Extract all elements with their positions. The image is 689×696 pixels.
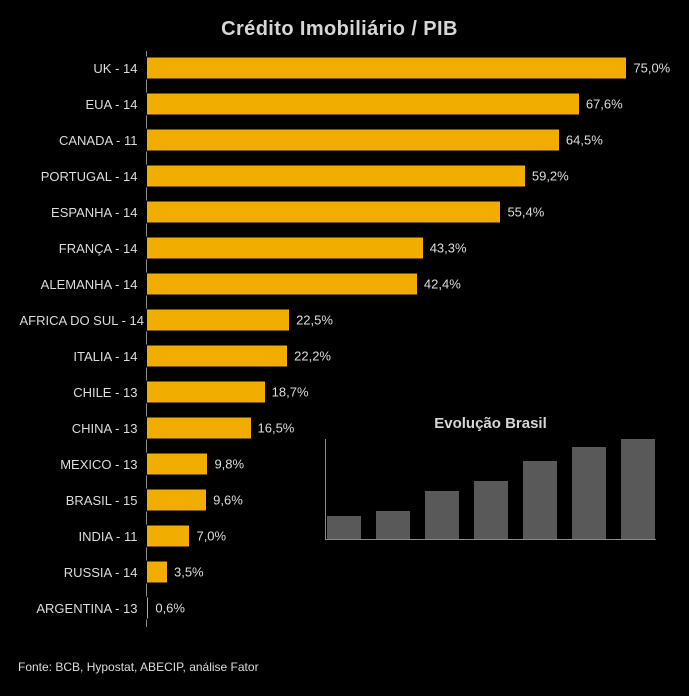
bar-row: AFRICA DO SUL - 14 22,5% bbox=[20, 303, 660, 337]
value-label: 3,5% bbox=[174, 565, 204, 580]
bar-row: CANADA - 11 64,5% bbox=[20, 123, 660, 157]
bar bbox=[146, 273, 418, 296]
value-label: 75,0% bbox=[633, 61, 670, 76]
bar bbox=[146, 453, 209, 476]
category-label: RUSSIA - 14 bbox=[20, 565, 146, 580]
category-label: ARGENTINA - 13 bbox=[20, 601, 146, 616]
value-label: 22,5% bbox=[296, 313, 333, 328]
bar-plot-cell: 7,0% bbox=[146, 519, 660, 553]
bar-plot-cell: 16,5% bbox=[146, 411, 660, 445]
bar-plot-cell: 59,2% bbox=[146, 159, 660, 193]
value-label: 67,6% bbox=[586, 97, 623, 112]
bar-row: PORTUGAL - 14 59,2% bbox=[20, 159, 660, 193]
value-label: 55,4% bbox=[507, 205, 544, 220]
value-label: 9,8% bbox=[214, 457, 244, 472]
bar-row: RUSSIA - 14 3,5% bbox=[20, 555, 660, 589]
category-label: CANADA - 11 bbox=[20, 133, 146, 148]
bar-row: MEXICO - 13 9,8% bbox=[20, 447, 660, 481]
bar-plot-cell: 22,2% bbox=[146, 339, 660, 373]
value-label: 22,2% bbox=[294, 349, 331, 364]
category-label: EUA - 14 bbox=[20, 97, 146, 112]
value-label: 0,6% bbox=[155, 601, 185, 616]
category-label: INDIA - 11 bbox=[20, 529, 146, 544]
bar-plot-cell: 0,6% bbox=[146, 591, 660, 625]
bar-row: FRANÇA - 14 43,3% bbox=[20, 231, 660, 265]
bar-row: ARGENTINA - 13 0,6% bbox=[20, 591, 660, 625]
bar bbox=[146, 201, 502, 224]
category-label: UK - 14 bbox=[20, 61, 146, 76]
bar-plot-cell: 55,4% bbox=[146, 195, 660, 229]
bar bbox=[146, 309, 291, 332]
category-label: PORTUGAL - 14 bbox=[20, 169, 146, 184]
category-label: ALEMANHA - 14 bbox=[20, 277, 146, 292]
category-label: AFRICA DO SUL - 14 bbox=[20, 313, 146, 328]
bar-plot-cell: 64,5% bbox=[146, 123, 660, 157]
bar-row: CHILE - 13 18,7% bbox=[20, 375, 660, 409]
bar-row: ALEMANHA - 14 42,4% bbox=[20, 267, 660, 301]
category-label: ITALIA - 14 bbox=[20, 349, 146, 364]
value-label: 7,0% bbox=[196, 529, 226, 544]
bar-row: ESPANHA - 14 55,4% bbox=[20, 195, 660, 229]
bar bbox=[146, 381, 266, 404]
category-label: FRANÇA - 14 bbox=[20, 241, 146, 256]
bar-plot-cell: 42,4% bbox=[146, 267, 660, 301]
bar-plot-cell: 3,5% bbox=[146, 555, 660, 589]
source-footnote: Fonte: BCB, Hypostat, ABECIP, análise Fa… bbox=[18, 660, 259, 674]
value-label: 42,4% bbox=[424, 277, 461, 292]
value-label: 9,6% bbox=[213, 493, 243, 508]
category-label: MEXICO - 13 bbox=[20, 457, 146, 472]
main-bar-chart: Evolução Brasil UK - 1475,0%EUA - 1467,6… bbox=[20, 51, 660, 627]
category-label: CHILE - 13 bbox=[20, 385, 146, 400]
bar bbox=[146, 237, 424, 260]
bar-row: UK - 1475,0% bbox=[20, 51, 660, 85]
bar-plot-cell: 22,5% bbox=[146, 303, 660, 337]
category-label: BRASIL - 15 bbox=[20, 493, 146, 508]
value-label: 64,5% bbox=[566, 133, 603, 148]
chart-page: Crédito Imobiliário / PIB Evolução Brasi… bbox=[0, 0, 689, 696]
bar bbox=[146, 525, 191, 548]
bar bbox=[146, 561, 168, 584]
bar-plot-cell: 75,0% bbox=[146, 51, 660, 85]
value-label: 43,3% bbox=[430, 241, 467, 256]
bar bbox=[146, 597, 150, 620]
bar-row: EUA - 14 67,6% bbox=[20, 87, 660, 121]
bar bbox=[146, 345, 289, 368]
bar-row: ITALIA - 14 22,2% bbox=[20, 339, 660, 373]
bar-row: CHINA - 13 16,5% bbox=[20, 411, 660, 445]
category-label: ESPANHA - 14 bbox=[20, 205, 146, 220]
value-label: 59,2% bbox=[532, 169, 569, 184]
value-label: 16,5% bbox=[258, 421, 295, 436]
bar bbox=[146, 57, 628, 80]
category-label: CHINA - 13 bbox=[20, 421, 146, 436]
bar-plot-cell: 67,6% bbox=[146, 87, 660, 121]
bar-plot-cell: 9,6% bbox=[146, 483, 660, 517]
bar bbox=[146, 489, 208, 512]
bar-row: BRASIL - 15 9,6% bbox=[20, 483, 660, 517]
bar bbox=[146, 165, 526, 188]
bar bbox=[146, 417, 252, 440]
bar-plot-cell: 18,7% bbox=[146, 375, 660, 409]
bar-plot-cell: 9,8% bbox=[146, 447, 660, 481]
bar-plot-cell: 43,3% bbox=[146, 231, 660, 265]
bar bbox=[146, 93, 580, 116]
bar bbox=[146, 129, 560, 152]
value-label: 18,7% bbox=[272, 385, 309, 400]
chart-title: Crédito Imobiliário / PIB bbox=[18, 18, 661, 41]
bar-row: INDIA - 11 7,0% bbox=[20, 519, 660, 553]
